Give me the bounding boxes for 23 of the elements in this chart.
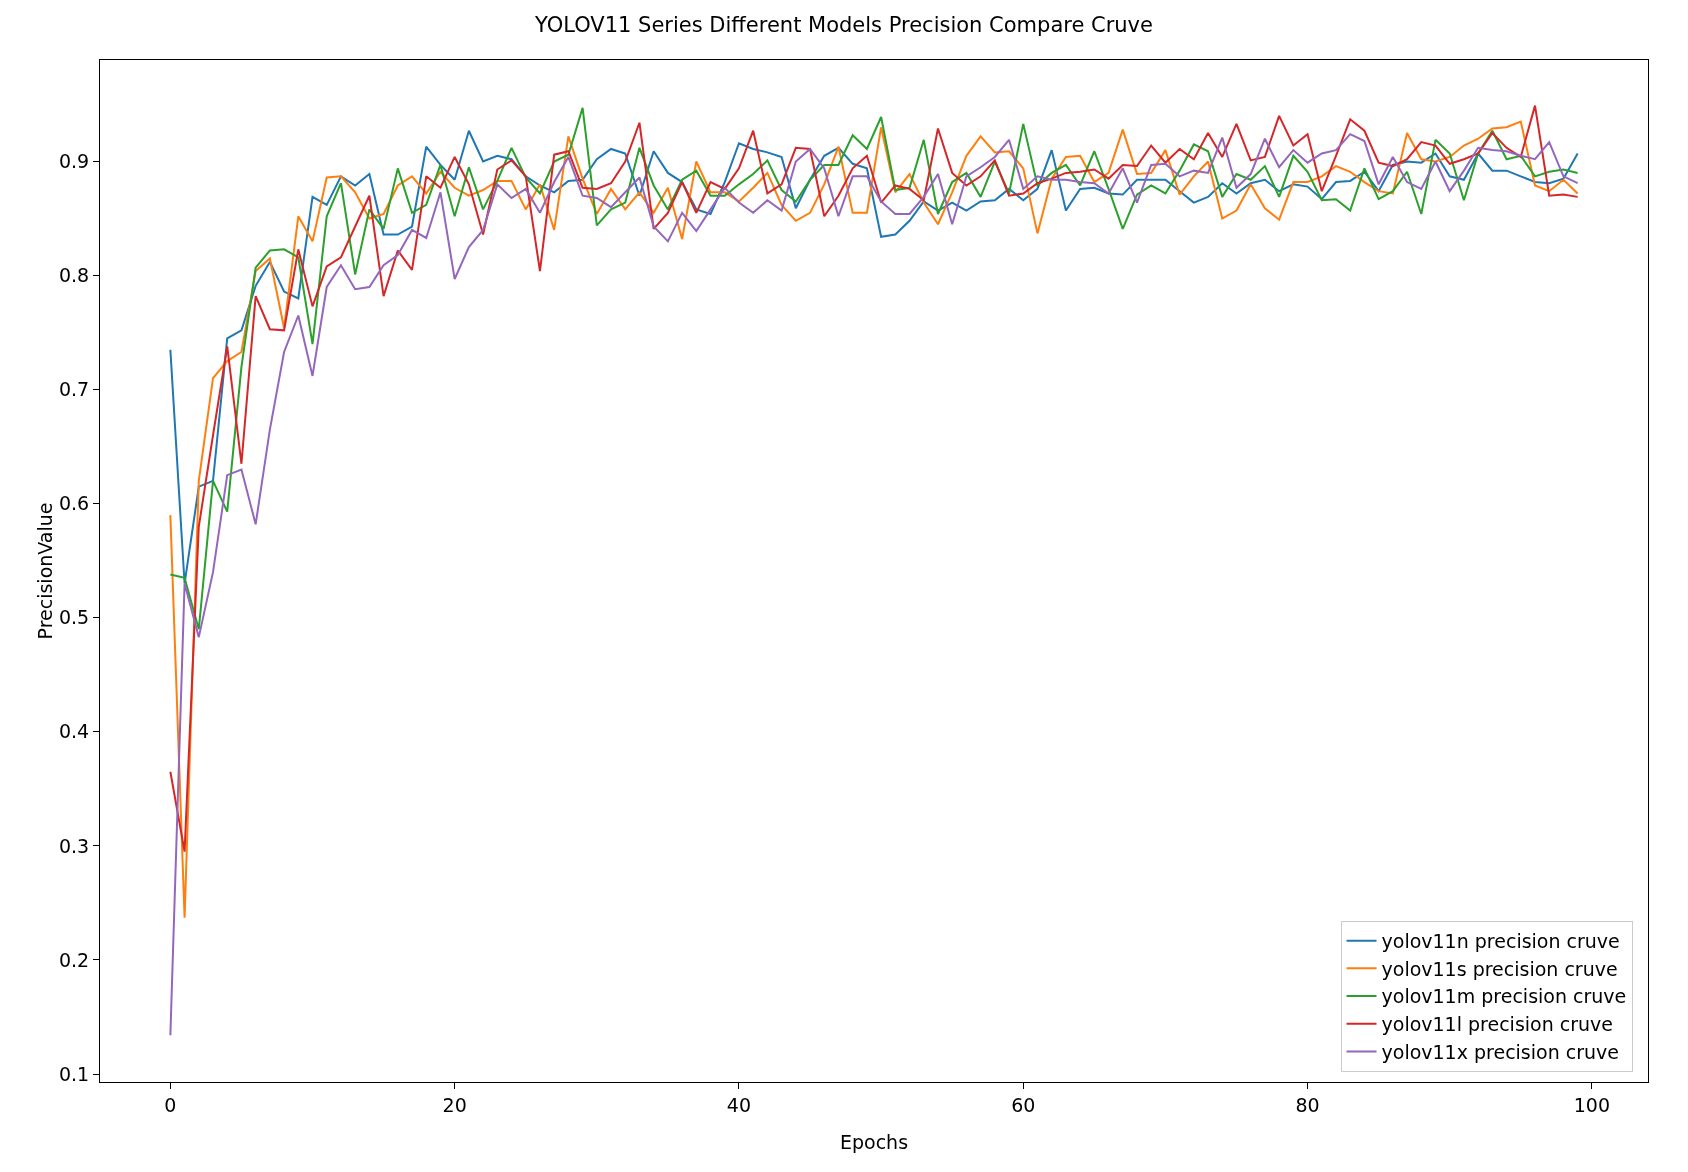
legend-label: yolov11n precision cruve [1381, 930, 1620, 953]
y-tick-label: 0.2 [58, 948, 90, 971]
y-tick-label: 0.3 [58, 834, 90, 857]
y-tick-label: 0.7 [58, 378, 90, 401]
legend-label: yolov11s precision cruve [1381, 957, 1618, 980]
x-tick-label: 0 [164, 1093, 177, 1116]
x-tick-label: 20 [442, 1093, 467, 1116]
chart-title: YOLOV11 Series Different Models Precision Compare Cruve [534, 13, 1153, 38]
x-tick-label: 60 [1011, 1093, 1036, 1116]
x-tick-label: 100 [1573, 1093, 1610, 1116]
x-tick-label: 80 [1295, 1093, 1320, 1116]
x-tick-label: 40 [726, 1093, 752, 1116]
legend-label: yolov11l precision cruve [1381, 1013, 1614, 1036]
y-tick-label: 0.4 [58, 720, 90, 743]
legend-label: yolov11x precision cruve [1381, 1040, 1619, 1063]
x-axis-title: Epochs [839, 1131, 909, 1153]
y-tick-label: 0.9 [58, 150, 90, 173]
y-tick-label: 0.1 [58, 1062, 90, 1085]
y-axis-title: PrecisionValue [34, 502, 56, 640]
y-tick-label: 0.5 [58, 606, 90, 629]
legend-label: yolov11m precision cruve [1381, 985, 1627, 1008]
y-tick-label: 0.6 [58, 492, 90, 515]
y-tick-label: 0.8 [58, 264, 90, 287]
